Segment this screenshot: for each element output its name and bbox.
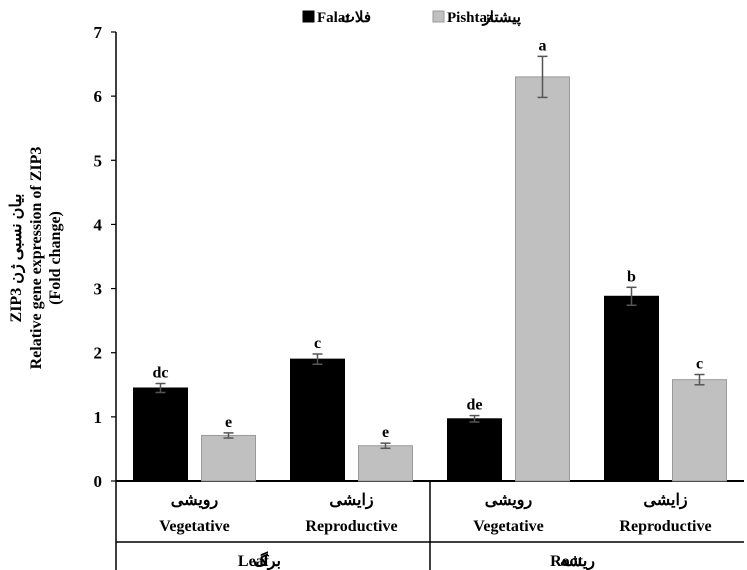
group-label-fa: ریشه: [560, 553, 595, 570]
y-tick-label: 3: [94, 280, 103, 299]
group-label-fa: برگ: [253, 551, 281, 570]
significance-label: c: [696, 356, 703, 373]
group-label: Root: [550, 553, 584, 570]
significance-label: e: [382, 424, 389, 441]
y-tick-label: 6: [94, 87, 103, 106]
bar-pishtaz: [515, 76, 570, 482]
bar-falat: [290, 358, 345, 482]
y-tick-label: 7: [94, 23, 103, 42]
legend-label-fa: پیشتاز: [482, 10, 521, 27]
y-tick-label: 4: [94, 215, 103, 234]
significance-label: dc: [153, 365, 169, 382]
bar-falat: [604, 295, 659, 482]
bar-falat: [133, 387, 188, 482]
y-axis-label: (Fold change): [47, 211, 64, 305]
x-tick-label-fa: رویشی: [171, 492, 219, 510]
bar-pishtaz: [201, 434, 256, 482]
bar-pishtaz: [358, 445, 413, 482]
x-tick-label-fa: رویشی: [485, 492, 533, 510]
x-tick-label: Vegetative: [159, 518, 230, 535]
group-label: Leaf: [238, 553, 270, 570]
bar-falat: [447, 418, 502, 482]
x-tick-label: Reproductive: [305, 518, 397, 535]
y-axis-label: ZIP3 بیان نسبی ژن: [8, 194, 26, 323]
x-tick-label-fa: زایشی: [643, 492, 688, 510]
x-tick-label: Reproductive: [619, 518, 711, 535]
legend-label-fa: فلات: [341, 10, 371, 26]
x-tick-label-fa: زایشی: [329, 492, 374, 510]
significance-label: de: [467, 397, 483, 414]
y-tick-label: 0: [94, 472, 103, 491]
legend-label: Falat: [317, 10, 350, 26]
y-tick-label: 1: [94, 408, 103, 427]
bar-pishtaz: [672, 379, 727, 482]
y-tick-label: 2: [94, 344, 103, 363]
y-tick-label: 5: [94, 151, 103, 170]
y-axis-label: Relative gene expression of ZIP3: [28, 147, 45, 370]
significance-label: b: [627, 268, 636, 285]
x-tick-label: Vegetative: [473, 518, 544, 535]
significance-label: a: [539, 37, 547, 54]
significance-label: c: [314, 335, 321, 352]
legend-label: Pishtaz: [447, 10, 494, 26]
legend-swatch: [432, 10, 445, 23]
legend-swatch: [302, 10, 315, 23]
significance-label: e: [225, 414, 232, 431]
